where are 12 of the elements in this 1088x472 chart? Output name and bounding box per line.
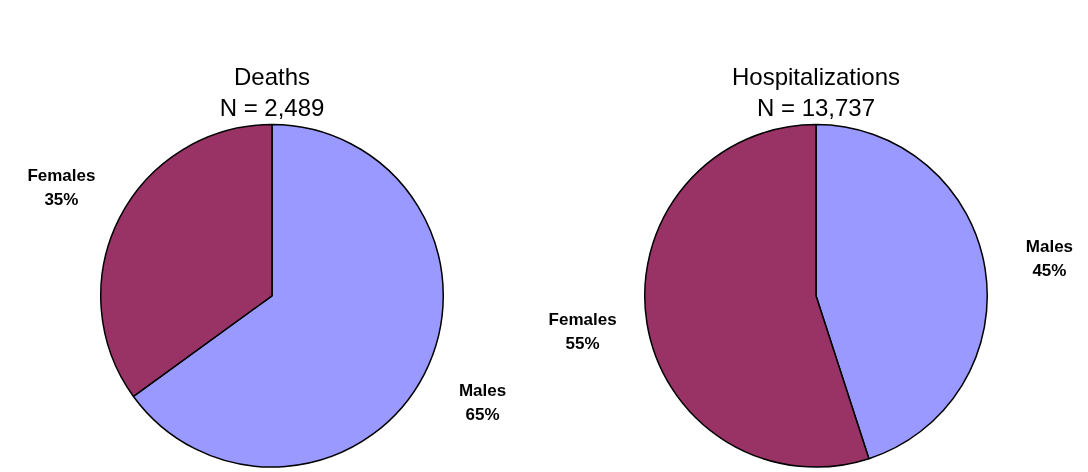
data-label: 65% bbox=[465, 404, 500, 424]
data-label: 45% bbox=[1032, 260, 1067, 280]
data-label: 55% bbox=[565, 334, 600, 354]
slice-label: Males bbox=[1025, 236, 1074, 256]
chart-subtitle: N = 13,737 bbox=[756, 93, 876, 121]
slice-label: Females bbox=[548, 310, 617, 330]
chart-subtitle: N = 2,489 bbox=[219, 93, 325, 121]
chart-title: Hospitalizations bbox=[731, 63, 901, 91]
data-label: 35% bbox=[44, 190, 79, 210]
slice-label: Females bbox=[27, 166, 96, 186]
chart-title: Deaths bbox=[233, 63, 311, 91]
slice-label: Males bbox=[458, 380, 507, 400]
